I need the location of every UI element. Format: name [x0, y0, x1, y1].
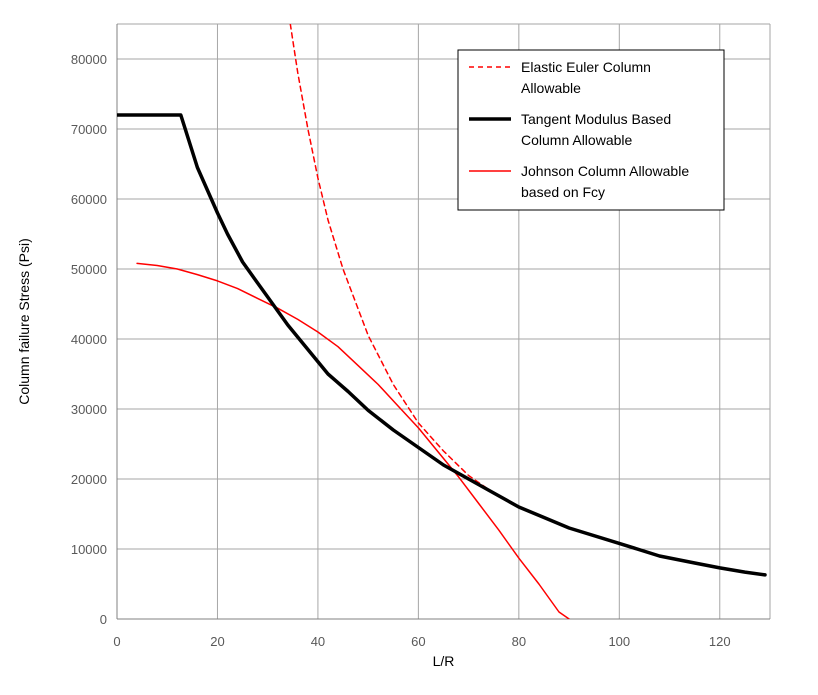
y-tick-label: 80000: [71, 52, 107, 67]
x-tick-label: 120: [709, 634, 731, 649]
x-tick-label: 100: [608, 634, 630, 649]
legend-label-tangent: Tangent Modulus Based Column Allowable: [521, 111, 671, 148]
y-tick-label: 0: [100, 612, 107, 627]
y-axis-title: Column failure Stress (Psi): [16, 238, 32, 405]
y-tick-label: 40000: [71, 332, 107, 347]
y-tick-label: 60000: [71, 192, 107, 207]
legend-label-johnson: Johnson Column Allowable based on Fcy: [521, 163, 689, 200]
x-tick-label: 0: [113, 634, 120, 649]
y-tick-label: 30000: [71, 402, 107, 417]
x-tick-label: 60: [411, 634, 425, 649]
x-tick-label: 20: [210, 634, 224, 649]
y-tick-label: 10000: [71, 542, 107, 557]
tick-labels: 0 20 40 60 80 100 120 0 10000 20000 30000 40000 5000…: [71, 52, 731, 649]
series-johnson-line: [136, 262, 570, 619]
x-axis-title: L/R: [433, 653, 455, 669]
legend: Elastic Euler Column Allowable Tangent Mo…: [457, 49, 725, 211]
legend-box: [457, 49, 725, 211]
y-tick-label: 20000: [71, 472, 107, 487]
x-tick-label: 80: [512, 634, 526, 649]
legend-label-euler: Elastic Euler Column Allowable: [521, 59, 651, 96]
y-tick-label: 70000: [71, 122, 107, 137]
series-euler-line: [289, 24, 520, 509]
x-tick-label: 40: [311, 634, 325, 649]
series-tangent-line: [117, 113, 767, 577]
series-lines: [117, 24, 767, 619]
grid: [116, 23, 771, 620]
y-tick-label: 50000: [71, 262, 107, 277]
